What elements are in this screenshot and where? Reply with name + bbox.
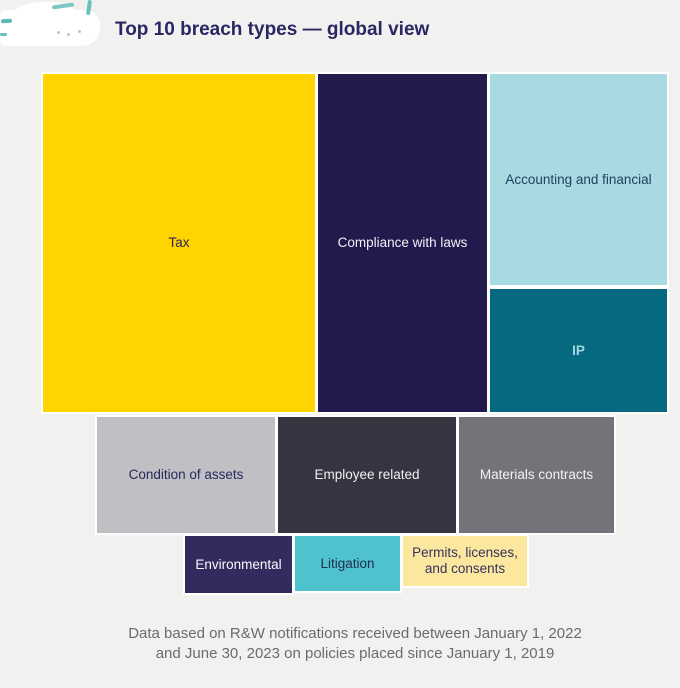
tile-label-compliance-with-laws: Compliance with laws [337,235,468,251]
tile-label-employee-related: Employee related [314,467,420,483]
tile-label-ip: IP [572,342,585,358]
source-note: Data based on R&W notifications received… [43,624,667,664]
tile-label-environmental: Environmental [195,556,282,572]
redacted-logo [0,0,110,56]
treemap-tile-tax: Tax [43,74,315,412]
tile-label-materials-contracts: Materials contracts [479,467,594,483]
tile-label-accounting-and-financial: Accounting and financial [505,171,652,187]
treemap-tile-permits-licenses-consents: Permits, licenses, and consents [403,536,527,586]
treemap-tile-compliance-with-laws: Compliance with laws [318,74,487,412]
logo-dot [57,31,60,34]
source-note-line1: Data based on R&W notifications received… [128,625,582,642]
tile-label-permits-licenses-consents: Permits, licenses, and consents [412,545,518,576]
tile-label-condition-of-assets: Condition of assets [128,467,244,483]
treemap-tile-accounting-and-financial: Accounting and financial [490,74,667,285]
source-note-line2: and June 30, 2023 on policies placed sin… [155,645,555,662]
treemap-tile-ip: IP [490,289,667,412]
chart-title: Top 10 breach types — global view [115,19,430,40]
logo-dot [67,33,70,36]
tile-label-tax: Tax [168,235,190,251]
treemap-tile-materials-contracts: Materials contracts [459,417,614,533]
treemap-tile-litigation: Litigation [295,536,400,591]
treemap-tile-employee-related: Employee related [278,417,456,533]
treemap-tile-environmental: Environmental [185,536,292,593]
tile-label-litigation: Litigation [320,555,375,571]
logo-stroke-icon [0,33,7,36]
logo-stroke-icon [0,18,13,24]
treemap-tile-condition-of-assets: Condition of assets [97,417,275,533]
logo-dot [78,30,81,33]
